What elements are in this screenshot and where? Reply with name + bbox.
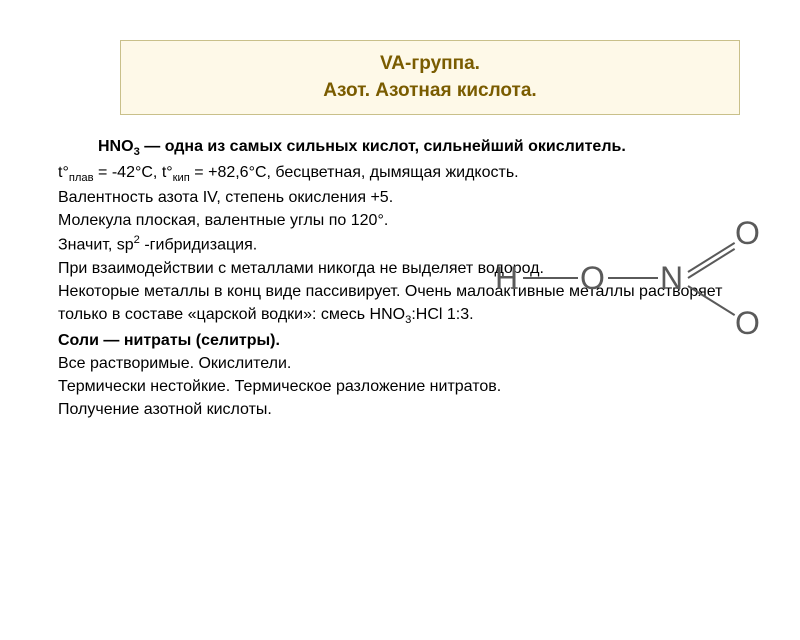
para-9: Все растворимые. Окислители. [58,352,760,375]
title-line-1: VA-группа. [141,51,719,78]
atom-o: O [580,260,605,297]
bond [687,242,735,273]
title-box: VA-группа. Азот. Азотная кислота. [120,40,740,115]
atom-n: N [660,260,683,297]
para-2: t°плав = -42°С, t°кип = +82,6°С, бесцвет… [58,161,760,186]
para-1-text: — одна из самых сильных кислот, сильнейш… [140,138,626,155]
atom-o: O [735,305,760,342]
molecule-diagram: H O N O O [495,215,765,345]
para-5a: Значит, sp [58,237,134,254]
formula-hno3: HNO [98,138,134,155]
para-11: Получение азотной кислоты. [58,398,760,421]
atom-h: H [495,260,518,297]
para-3: Валентность азота IV, степень окисления … [58,186,760,209]
para-1: HNO3 — одна из самых сильных кислот, сил… [58,135,760,160]
bond [687,285,735,316]
para-7b: :HCl 1:3. [411,306,473,323]
atom-o: O [735,215,760,252]
bond [687,248,735,279]
bond [608,277,658,279]
title-line-2: Азот. Азотная кислота. [141,78,719,105]
para-5b: -гибридизация. [140,237,257,254]
bond [523,277,578,279]
para-10: Термически нестойкие. Термическое разлож… [58,375,760,398]
